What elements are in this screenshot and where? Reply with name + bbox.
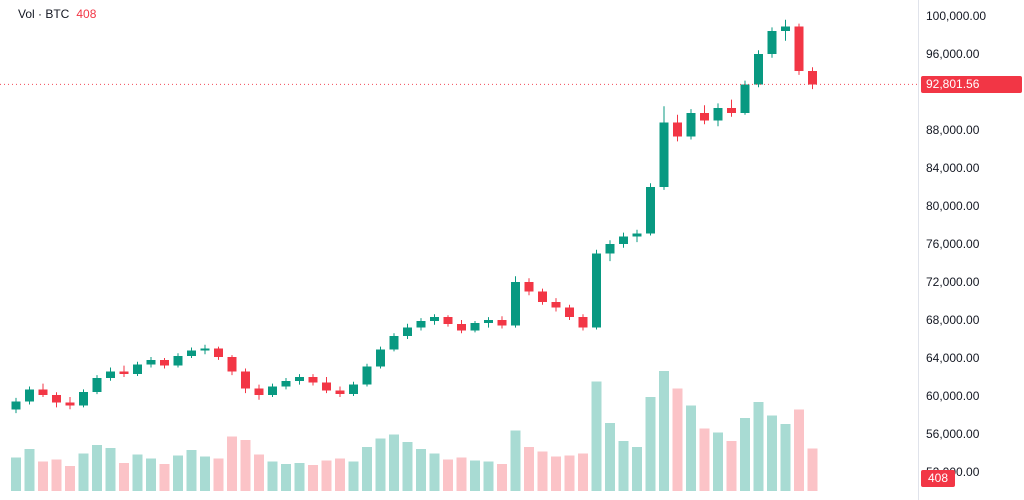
price-axis-label: 72,000.00 xyxy=(926,275,980,289)
volume-axis-badge: 408 xyxy=(921,470,956,487)
price-axis-label: 76,000.00 xyxy=(926,237,980,251)
price-axis-label: 88,000.00 xyxy=(926,123,980,137)
legend-indicator-label[interactable]: Vol · BTC xyxy=(18,7,70,21)
chart-legend: Vol · BTC 408 xyxy=(18,6,96,22)
price-axis-label: 80,000.00 xyxy=(926,199,980,213)
price-axis-label: 64,000.00 xyxy=(926,351,980,365)
candlestick-chart[interactable] xyxy=(0,0,918,500)
price-axis-label: 96,000.00 xyxy=(926,47,980,61)
price-axis-label: 56,000.00 xyxy=(926,427,980,441)
legend-volume-value: 408 xyxy=(76,7,97,21)
price-axis-label: 84,000.00 xyxy=(926,161,980,175)
price-axis-label: 100,000.00 xyxy=(926,9,987,23)
price-axis-label: 60,000.00 xyxy=(926,389,980,403)
chart-plot-area[interactable] xyxy=(0,0,918,500)
last-price-badge: 92,801.56 xyxy=(921,75,1022,93)
price-axis[interactable]: 92,801.56 408 100,000.00 96,000.00 88,000.… xyxy=(918,0,1024,500)
price-axis-label: 68,000.00 xyxy=(926,313,980,327)
